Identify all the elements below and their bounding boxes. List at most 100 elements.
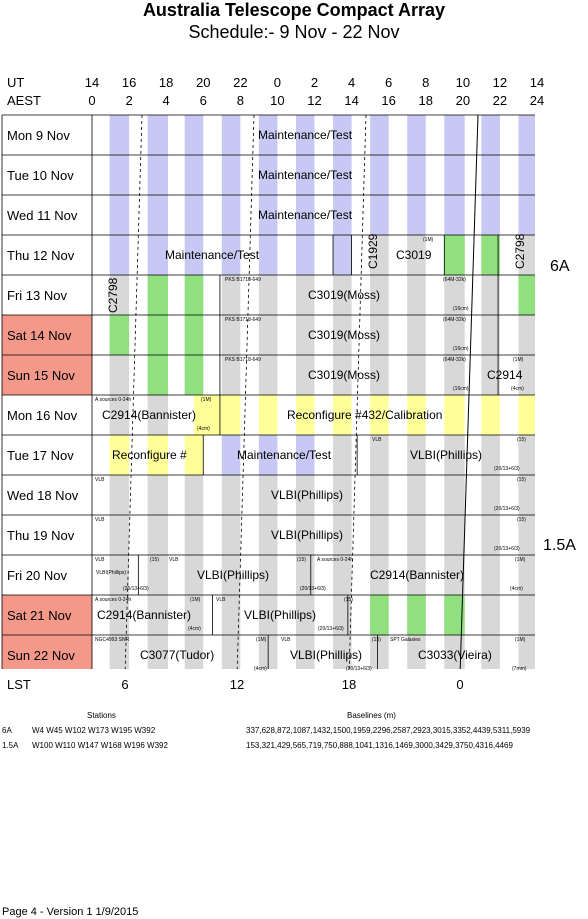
lst-tick: 6 [121, 677, 129, 692]
stripe [295, 595, 315, 635]
band-note: (1M) [190, 597, 201, 603]
aest-tick: 22 [492, 93, 508, 108]
vlb-note: VLB [95, 557, 105, 563]
stripe [444, 555, 465, 595]
day-label: Mon 9 Nov [7, 128, 70, 143]
stripe [295, 635, 315, 669]
weekend-cell [2, 635, 92, 669]
stripe [258, 315, 278, 355]
band-note: (4cm) [254, 666, 267, 672]
stripe [518, 595, 535, 635]
stripe [370, 315, 389, 355]
stripe [221, 395, 241, 435]
stripe [221, 595, 241, 635]
band-note: (20/13+6/3) [494, 466, 520, 472]
aest-label: AEST [7, 93, 41, 108]
vlb-note: VLB [95, 477, 105, 483]
band-note: (20/13+6/3) [494, 506, 520, 512]
stripe [109, 115, 130, 155]
band-note: (1M) [515, 637, 526, 643]
stripe [147, 555, 169, 595]
config-6a: 6A [550, 258, 570, 275]
stripe [481, 635, 500, 669]
stripe [481, 435, 500, 475]
band-note: (64M-32k) [443, 317, 466, 323]
maintenance-label: Maintenance/Test [258, 128, 353, 142]
stripe [184, 235, 204, 275]
stripe [444, 475, 465, 515]
ut-tick: 16 [121, 75, 137, 90]
source-note: A sources 0-24h [95, 597, 132, 603]
band-note: (20/13+6/3) [346, 666, 372, 672]
aest-tick: 8 [236, 93, 244, 108]
stripe [109, 155, 130, 195]
day-label: Mon 16 Nov [7, 408, 78, 423]
stripe [481, 515, 500, 555]
spt-note: SPT Galaxies [390, 637, 421, 643]
maintenance-label: Maintenance/Test [237, 448, 332, 462]
stripe [333, 475, 352, 515]
page-footer: Page 4 - Version 1 1/9/2015 [2, 906, 139, 918]
ut-tick: 0 [273, 75, 282, 90]
stripe [370, 195, 389, 235]
ut-tick: 18 [158, 75, 174, 90]
c2914-bannister-label: C2914(Bannister) [370, 568, 465, 582]
stripe [295, 355, 315, 395]
aest-tick: 18 [418, 93, 433, 108]
band-note: (64M-32k) [443, 277, 466, 283]
day-label: Thu 19 Nov [7, 528, 75, 543]
day-label: Sat 14 Nov [7, 328, 72, 343]
green-block [370, 595, 389, 635]
stripe [258, 515, 278, 555]
c2798-label: C2798 [106, 277, 120, 313]
green-block [407, 595, 426, 635]
stripe [407, 475, 426, 515]
aest-tick: 16 [381, 93, 396, 108]
stripe [370, 475, 389, 515]
stripe [518, 395, 535, 435]
band-note: (64M-32k) [443, 357, 466, 363]
band-note: (1M) [513, 357, 524, 363]
stripe [184, 595, 204, 635]
source-note: A sources 0-24h [317, 557, 354, 563]
vlb-note: VLB [169, 557, 179, 563]
stripe [147, 595, 169, 635]
aest-tick: 4 [162, 93, 170, 108]
band-note: (1M) [256, 637, 267, 643]
stripe [258, 395, 278, 435]
band-note: (4cm) [510, 586, 523, 592]
stripe [184, 115, 204, 155]
stripe [295, 395, 315, 435]
stripe [444, 155, 465, 195]
ut-tick: 14 [84, 75, 100, 90]
band-note: (1M) [515, 557, 526, 563]
stripe [109, 195, 130, 235]
stripe [481, 555, 500, 595]
array-6a-name: 6A [2, 726, 12, 735]
stripe [221, 515, 241, 555]
day-label: Sat 21 Nov [7, 608, 72, 623]
ut-tick: 12 [492, 75, 508, 90]
stripe [444, 315, 465, 355]
stripe [184, 475, 204, 515]
c3019-label: C3019 [396, 248, 432, 262]
stripe [221, 555, 241, 595]
ngc-note: NGC4993 SNR [95, 637, 130, 643]
stripe [221, 275, 241, 315]
c2914-label: C2914 [487, 368, 523, 382]
stripe [258, 235, 278, 275]
band-note: (16cm) [453, 306, 469, 312]
stripe [258, 155, 278, 195]
vlb-note: VLB [95, 517, 105, 523]
stripe [147, 515, 169, 555]
stripe [147, 635, 169, 669]
stripe [370, 355, 389, 395]
stripe [295, 275, 315, 315]
weekend-cell [2, 355, 92, 395]
stripe [444, 395, 465, 435]
vlbi-label: VLBI(Phillips) [244, 608, 317, 622]
stripe [518, 315, 535, 355]
stripe [109, 235, 130, 275]
stripe [184, 515, 204, 555]
stripe [221, 315, 241, 355]
